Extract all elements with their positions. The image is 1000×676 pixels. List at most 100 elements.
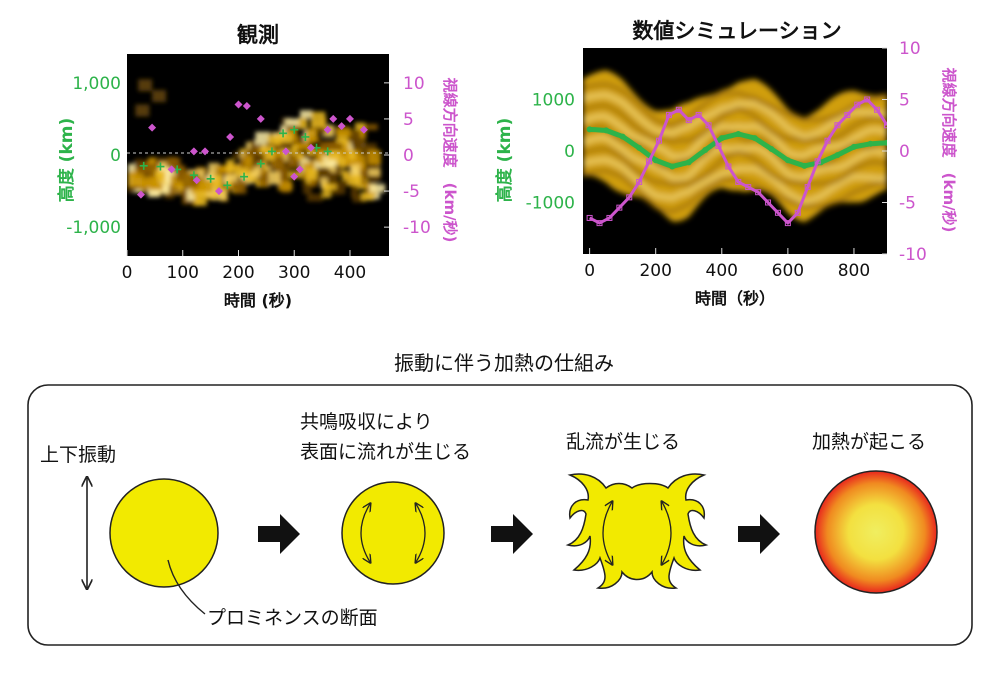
simulation-velocity-point xyxy=(824,137,831,144)
observation-x-tick-label: 400 xyxy=(334,263,366,283)
cross-section-label: プロミネンスの断面 xyxy=(207,607,378,629)
simulation-height-point xyxy=(884,139,887,146)
simulation-velocity-point xyxy=(745,184,752,191)
observation-velocity-point xyxy=(234,100,243,109)
surface-flow-circle xyxy=(341,481,445,585)
observation-x-tick-label: 200 xyxy=(222,263,254,283)
turbulence-shape xyxy=(565,473,709,589)
observation-height-point xyxy=(279,129,288,138)
observation-y-right-tick-label: -10 xyxy=(403,218,431,238)
simulation-y-left-tick-label: 0 xyxy=(564,142,575,162)
observation-velocity-point xyxy=(226,132,235,141)
simulation-velocity-point xyxy=(874,106,881,113)
observation-plasma-image xyxy=(127,79,386,206)
observation-velocity-point xyxy=(345,114,354,123)
observation-xlabel: 時間 (秒) xyxy=(224,291,292,310)
observation-y-right-tick-label: -5 xyxy=(403,182,420,202)
observation-height-point xyxy=(223,181,232,190)
observation-velocity-point xyxy=(281,147,290,156)
simulation-velocity-point xyxy=(844,111,851,118)
simulation-velocity-point xyxy=(755,189,762,196)
turbulence-flow-arrow-right xyxy=(662,502,672,564)
observation-height-point xyxy=(267,147,276,156)
simulation-height-point xyxy=(867,140,874,147)
simulation-y-left-tick-label: 1000 xyxy=(532,91,575,111)
observation-x-tick-label: 0 xyxy=(122,263,133,283)
simulation-height-point xyxy=(702,146,709,153)
observation-velocity-point xyxy=(201,147,210,156)
simulation-velocity-point xyxy=(884,122,887,129)
simulation-ylabel-right: 視線方向速度 (km/秒) xyxy=(940,67,958,233)
observation-y-left-tick-label: 0 xyxy=(110,146,121,166)
observation-velocity-point xyxy=(323,125,332,134)
simulation-velocity-point xyxy=(675,106,682,113)
simulation-y-right-tick-label: -10 xyxy=(899,245,927,265)
simulation-velocity-point xyxy=(656,137,662,144)
simulation-x-tick-label: 400 xyxy=(706,261,738,281)
simulation-velocity-point xyxy=(725,163,732,170)
simulation-velocity-point xyxy=(685,117,692,124)
observation-velocity-point xyxy=(136,190,145,199)
observation-panel: 観測 0 100 200 300 400 1,000 0 -1,000 10 5 0 -5 -10 高度… xyxy=(56,23,459,310)
simulation-velocity-point xyxy=(636,178,643,185)
observation-title: 観測 xyxy=(237,23,279,47)
mechanism-diagram: 振動に伴う加熱の仕組み 上下振動 プロミネンスの断面 共鳴吸収により 表面に流れ… xyxy=(27,351,973,646)
simulation-velocity-point xyxy=(864,96,871,103)
simulation-velocity-point xyxy=(774,209,781,216)
observation-velocity-point xyxy=(256,114,265,123)
simulation-velocity-point xyxy=(784,220,791,227)
observation-velocity-point xyxy=(192,176,201,185)
observation-velocity-point xyxy=(214,187,223,196)
observation-x-tick-label: 100 xyxy=(167,263,199,283)
surface-flow-arrow-right xyxy=(416,504,426,562)
simulation-velocity-point xyxy=(804,184,811,191)
simulation-height-point xyxy=(801,162,808,169)
step1-label: 上下振動 xyxy=(40,444,116,466)
observation-height-point xyxy=(256,159,265,168)
simulation-height-point xyxy=(619,133,626,140)
simulation-x-tick-label: 600 xyxy=(772,261,804,281)
simulation-velocity-point xyxy=(596,220,603,227)
surface-flow-arrow-left xyxy=(360,504,370,562)
simulation-velocity-point xyxy=(765,199,772,206)
simulation-y-right-tick-label: 0 xyxy=(899,142,910,162)
observation-velocity-point xyxy=(189,147,198,156)
simulation-y-right-tick-label: 5 xyxy=(899,91,910,111)
prominence-cross-section-circle xyxy=(109,478,219,588)
simulation-height-point xyxy=(735,131,742,138)
cross-section-leader-line xyxy=(167,559,206,615)
observation-height-point xyxy=(290,125,299,134)
step4-label: 加熱が起こる xyxy=(812,431,926,453)
process-arrow-1 xyxy=(258,514,300,554)
simulation-velocity-point xyxy=(616,204,623,211)
step3-label: 乱流が生じる xyxy=(566,431,680,453)
simulation-velocity-point xyxy=(814,158,821,165)
simulation-velocity-point xyxy=(606,214,613,221)
simulation-y-right-tick-label: 10 xyxy=(899,39,921,59)
turbulence-flow-arrow-left xyxy=(602,502,612,564)
observation-velocity-point xyxy=(337,122,346,131)
observation-height-point xyxy=(240,172,249,181)
step2-label-line1: 共鳴吸収により xyxy=(300,411,433,433)
simulation-x-tick-label: 0 xyxy=(584,261,595,281)
simulation-height-point xyxy=(603,127,610,134)
heated-prominence-circle xyxy=(814,470,938,594)
simulation-velocity-point xyxy=(646,158,653,165)
simulation-height-point xyxy=(751,135,758,142)
observation-velocity-point xyxy=(295,165,304,174)
simulation-velocity-point xyxy=(715,142,722,149)
simulation-x-tick-label: 800 xyxy=(838,261,870,281)
simulation-height-point xyxy=(850,143,857,150)
simulation-velocity-point xyxy=(705,122,712,129)
simulation-height-point xyxy=(652,157,659,164)
process-arrow-2 xyxy=(491,514,533,554)
simulation-height-point xyxy=(834,152,841,159)
observation-velocity-point xyxy=(329,114,338,123)
process-arrow-3 xyxy=(738,514,780,554)
observation-velocity-point xyxy=(242,101,251,110)
simulation-velocity-point xyxy=(665,111,672,118)
observation-velocity-point xyxy=(290,172,299,181)
observation-height-point xyxy=(206,174,215,183)
observation-height-point xyxy=(301,132,310,141)
